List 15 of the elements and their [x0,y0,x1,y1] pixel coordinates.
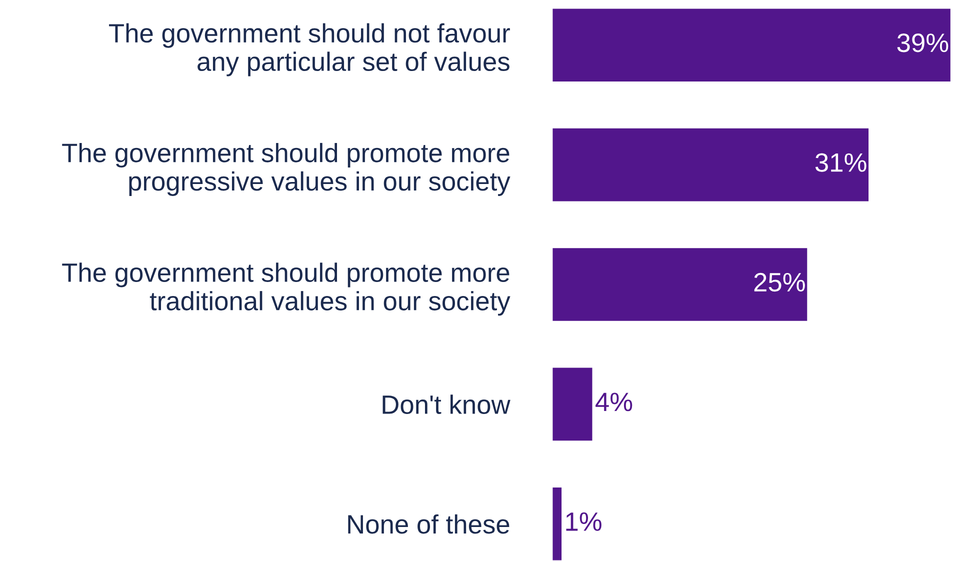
y-tick-label: The government should promote more traditional values in our society [62,262,510,316]
bar [552,8,952,83]
bar [552,246,809,322]
bar [552,127,870,203]
data-label: 1% [566,512,602,531]
data-label: 4% [596,392,632,412]
bar [552,366,594,442]
bar [552,486,563,561]
data-label: 31% [815,153,866,172]
y-tick-label: The government should promote more progressive values in our society [62,142,510,196]
data-label: 39% [897,34,948,52]
y-tick-label: Don't know [382,394,510,414]
y-tick-label: The government should not favour any particular set of values [109,23,510,76]
data-label: 25% [754,272,805,292]
y-tick-label: None of these [348,514,510,534]
